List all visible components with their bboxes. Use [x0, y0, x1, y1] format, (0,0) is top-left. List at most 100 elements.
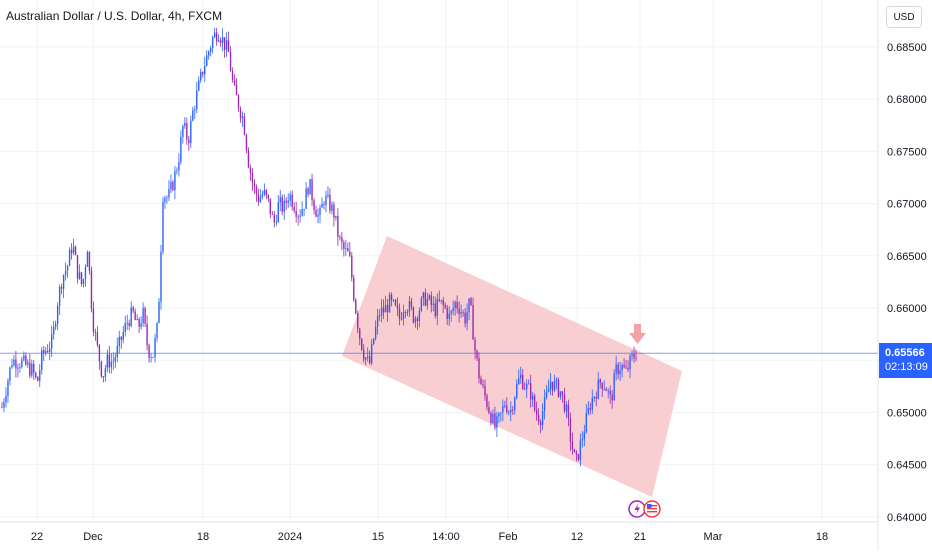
- candle-body: [178, 161, 180, 171]
- candle-body: [277, 202, 279, 222]
- candle-body: [204, 65, 206, 75]
- candle-body: [25, 355, 27, 365]
- candle-body: [285, 200, 287, 203]
- candle-body: [321, 204, 323, 208]
- candle-body: [190, 120, 192, 144]
- candle-body: [13, 359, 15, 366]
- candle-body: [223, 37, 226, 50]
- candle-body: [108, 354, 111, 368]
- candle-body: [170, 181, 172, 190]
- candle-body: [86, 252, 89, 268]
- candle-body: [577, 454, 580, 460]
- candle-body: [406, 312, 409, 313]
- candle-body: [613, 373, 615, 401]
- candle-body: [317, 215, 319, 217]
- time-axis[interactable]: 22 Dec 18 2024 15 14:00 Feb 12 21 Mar 18: [31, 531, 828, 543]
- candle-body: [124, 323, 126, 332]
- down-arrow-marker[interactable]: [629, 324, 646, 344]
- candle-body: [629, 355, 631, 370]
- candle-body: [549, 381, 552, 389]
- descending-channel[interactable]: [342, 236, 682, 497]
- lightning-event-icon[interactable]: [628, 500, 646, 518]
- last-price-value: 0.65566: [885, 347, 925, 359]
- candle-body: [49, 348, 51, 353]
- candle-body: [607, 390, 609, 392]
- candle-body: [398, 308, 401, 319]
- candle-body: [134, 311, 136, 321]
- candle-body: [76, 255, 79, 279]
- price-axis[interactable]: 0.68500 0.68000 0.67500 0.67000 0.66500 0.660…: [887, 42, 927, 524]
- candle-body: [295, 211, 297, 217]
- candle-body: [504, 405, 506, 407]
- candle-body: [128, 323, 130, 326]
- y-tick-label: 0.66500: [887, 251, 927, 263]
- candle-body: [446, 307, 448, 319]
- candle-body: [591, 397, 593, 410]
- candle-body: [162, 201, 164, 252]
- candle-body: [458, 308, 460, 314]
- candle-body: [512, 409, 514, 411]
- candle-body: [527, 383, 530, 385]
- candle-body: [265, 189, 268, 195]
- candle-body: [196, 90, 198, 110]
- candle-body: [140, 323, 142, 327]
- candle-body: [605, 388, 607, 391]
- candle-body: [353, 277, 355, 300]
- candle-body: [146, 323, 148, 346]
- candle-body: [633, 354, 635, 359]
- candle-body: [164, 197, 166, 202]
- candle-body: [595, 396, 597, 399]
- candle-body: [597, 379, 599, 399]
- candle-body: [98, 344, 101, 362]
- candle-body: [627, 367, 629, 370]
- candle-body: [217, 40, 220, 42]
- candle-body: [474, 339, 476, 351]
- candle-body: [74, 246, 77, 256]
- currency-button[interactable]: USD: [886, 6, 922, 28]
- candle-body: [100, 361, 103, 377]
- candle-body: [225, 40, 228, 50]
- candle-body: [557, 379, 560, 397]
- candle-body: [136, 318, 138, 321]
- candle-body: [470, 298, 472, 306]
- candle-body: [150, 357, 152, 358]
- candle-body: [524, 388, 526, 390]
- candle-body: [370, 343, 373, 364]
- candle-body: [158, 301, 160, 323]
- candle-body: [351, 256, 353, 278]
- candle-body: [410, 301, 413, 308]
- candle-body: [434, 303, 436, 317]
- candle-body: [211, 37, 214, 48]
- us-flag-event-icon[interactable]: [643, 500, 661, 518]
- candle-body: [249, 167, 252, 174]
- candle-body: [102, 376, 105, 378]
- candle-body: [625, 367, 627, 369]
- candle-body: [275, 221, 277, 223]
- candle-body: [194, 109, 196, 111]
- candle-body: [498, 413, 500, 417]
- candle-body: [579, 440, 582, 460]
- candle-body: [440, 300, 442, 301]
- candle-body: [333, 204, 335, 218]
- y-tick-label: 0.67500: [887, 146, 927, 158]
- candle-body: [56, 305, 59, 324]
- candle-body: [339, 236, 341, 238]
- candle-body: [414, 318, 417, 323]
- candle-body: [106, 354, 109, 369]
- candle-body: [41, 350, 43, 371]
- candle-body: [47, 351, 49, 353]
- candle-body: [305, 188, 307, 209]
- candle-body: [132, 307, 134, 312]
- candle-body: [402, 312, 405, 320]
- candle-body: [174, 171, 176, 191]
- bar-countdown: 02:13:09: [885, 361, 928, 373]
- candle-body: [466, 312, 468, 324]
- candle-body: [66, 265, 69, 271]
- candle-body: [3, 402, 5, 408]
- candle-body: [388, 294, 391, 313]
- candle-body: [251, 173, 254, 183]
- candle-body: [78, 272, 81, 279]
- candle-body: [184, 122, 186, 126]
